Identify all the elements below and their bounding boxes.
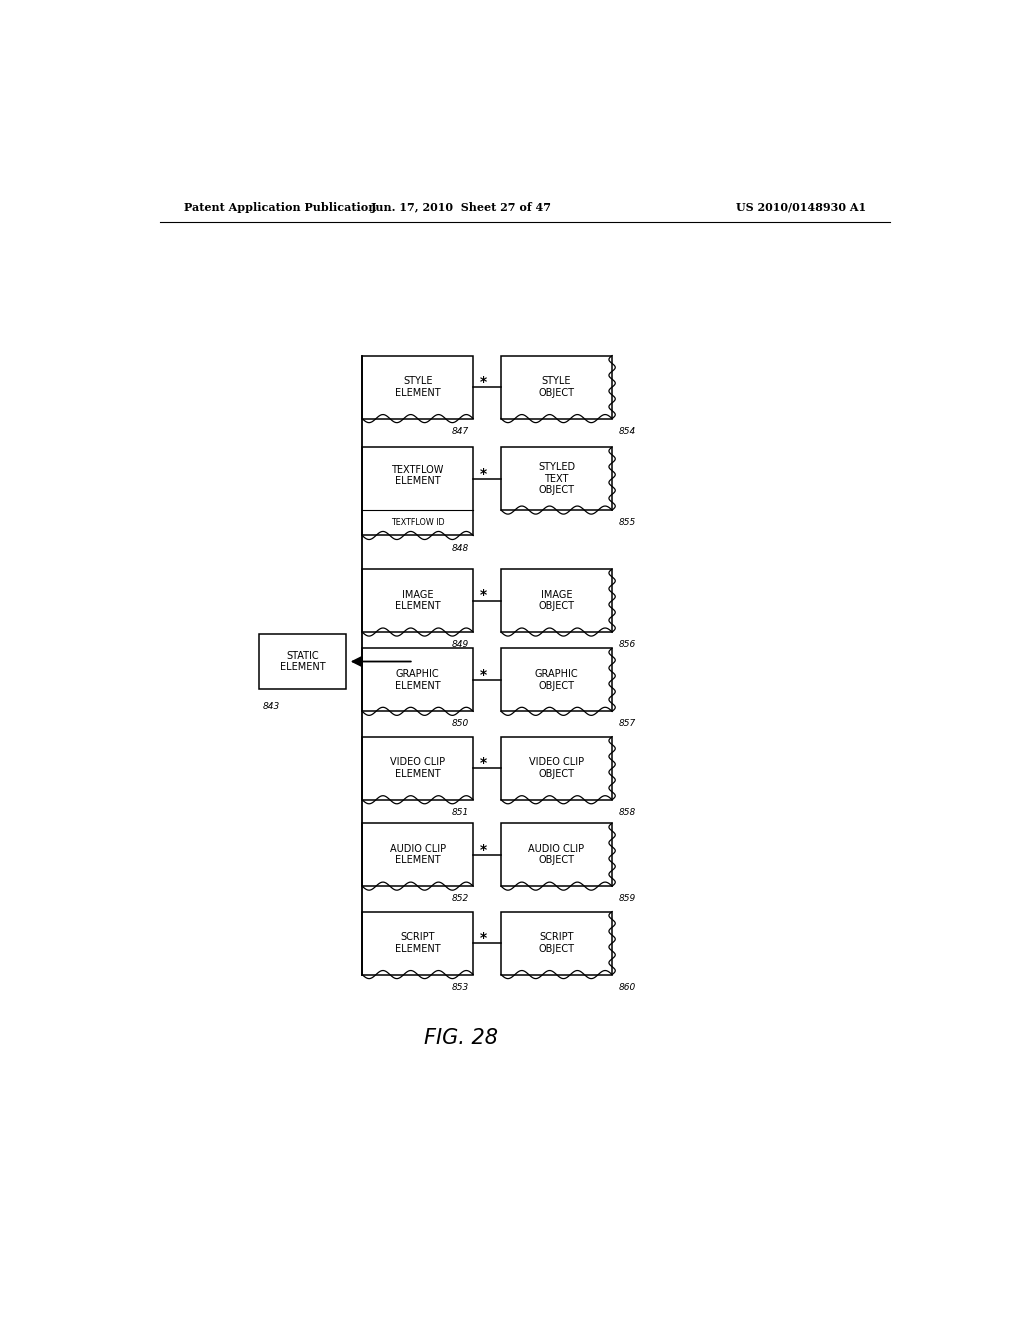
Text: IMAGE
OBJECT: IMAGE OBJECT	[539, 590, 574, 611]
Text: US 2010/0148930 A1: US 2010/0148930 A1	[736, 202, 866, 213]
Text: Jun. 17, 2010  Sheet 27 of 47: Jun. 17, 2010 Sheet 27 of 47	[371, 202, 552, 213]
Text: 855: 855	[618, 519, 636, 527]
Bar	[501, 824, 612, 886]
Text: 857: 857	[618, 719, 636, 729]
Text: TEXTFLOW
ELEMENT: TEXTFLOW ELEMENT	[391, 465, 443, 486]
Text: STYLED
TEXT
OBJECT: STYLED TEXT OBJECT	[538, 462, 575, 495]
Bar	[362, 824, 473, 886]
Text: VIDEO CLIP
OBJECT: VIDEO CLIP OBJECT	[529, 758, 584, 779]
Bar	[501, 355, 612, 418]
Text: STYLE
OBJECT: STYLE OBJECT	[539, 376, 574, 397]
Bar	[362, 737, 473, 800]
Text: 860: 860	[618, 982, 636, 991]
Text: 843: 843	[263, 702, 281, 710]
Text: *: *	[479, 589, 486, 602]
Text: VIDEO CLIP
ELEMENT: VIDEO CLIP ELEMENT	[390, 758, 445, 779]
Text: 847: 847	[452, 426, 469, 436]
Bar	[362, 569, 473, 632]
Text: 851: 851	[452, 808, 469, 817]
Bar	[259, 634, 346, 689]
Text: 859: 859	[618, 894, 636, 903]
Bar	[362, 447, 473, 536]
Text: 858: 858	[618, 808, 636, 817]
Bar	[501, 569, 612, 632]
Text: *: *	[479, 466, 486, 480]
Bar	[501, 447, 612, 510]
Text: 849: 849	[452, 640, 469, 649]
Text: Patent Application Publication: Patent Application Publication	[183, 202, 376, 213]
Text: 852: 852	[452, 894, 469, 903]
Text: SCRIPT
ELEMENT: SCRIPT ELEMENT	[395, 932, 440, 954]
Text: 853: 853	[452, 982, 469, 991]
Bar	[362, 912, 473, 974]
Bar	[501, 912, 612, 974]
Text: FIG. 28: FIG. 28	[424, 1027, 499, 1048]
Text: AUDIO CLIP
ELEMENT: AUDIO CLIP ELEMENT	[389, 843, 445, 866]
Text: *: *	[479, 931, 486, 945]
Text: TEXTFLOW ID: TEXTFLOW ID	[391, 519, 444, 527]
Text: STYLE
ELEMENT: STYLE ELEMENT	[395, 376, 440, 397]
Text: *: *	[479, 668, 486, 681]
Text: GRAPHIC
OBJECT: GRAPHIC OBJECT	[535, 669, 579, 690]
Bar	[362, 648, 473, 711]
Text: 854: 854	[618, 426, 636, 436]
Text: STATIC
ELEMENT: STATIC ELEMENT	[280, 651, 326, 672]
Bar	[501, 737, 612, 800]
Text: 848: 848	[452, 544, 469, 553]
Text: GRAPHIC
ELEMENT: GRAPHIC ELEMENT	[395, 669, 440, 690]
Bar	[362, 355, 473, 418]
Text: SCRIPT
OBJECT: SCRIPT OBJECT	[539, 932, 574, 954]
Bar	[501, 648, 612, 711]
Text: 856: 856	[618, 640, 636, 649]
Text: *: *	[479, 756, 486, 770]
Text: *: *	[479, 842, 486, 857]
Text: AUDIO CLIP
OBJECT: AUDIO CLIP OBJECT	[528, 843, 585, 866]
Text: 850: 850	[452, 719, 469, 729]
Text: IMAGE
ELEMENT: IMAGE ELEMENT	[395, 590, 440, 611]
Text: *: *	[479, 375, 486, 389]
